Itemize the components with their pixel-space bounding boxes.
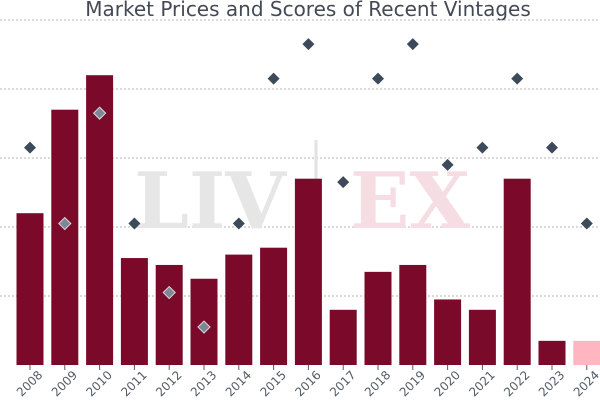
x-tick-label: 2017 (327, 368, 358, 399)
score-marker-2021 (476, 141, 489, 154)
bars (16, 75, 600, 365)
bar-2017 (329, 309, 357, 365)
x-tick-label: 2009 (49, 368, 80, 399)
score-marker-2013 (197, 320, 211, 334)
x-tick-label: 2011 (118, 368, 149, 399)
x-tick-label: 2022 (501, 368, 532, 399)
score-marker-2011 (128, 217, 141, 230)
markers (24, 38, 593, 334)
score-marker-2008 (24, 141, 36, 154)
bar-2016 (294, 178, 322, 365)
score-marker-2019 (406, 38, 419, 51)
bar-2024 (573, 340, 600, 365)
score-marker-2018 (372, 72, 384, 85)
bar-2009 (51, 109, 79, 365)
x-tick-label: 2014 (223, 368, 254, 399)
score-marker-2014 (232, 217, 245, 230)
x-tick-label: 2023 (536, 368, 567, 399)
bar-2020 (434, 299, 462, 365)
score-marker-2009 (58, 216, 72, 231)
score-marker-2012 (162, 285, 176, 300)
bar-2023 (538, 340, 566, 365)
bar-2012 (155, 264, 183, 365)
bar-2014 (225, 254, 253, 365)
watermark-right: EX (350, 156, 470, 247)
score-marker-2010 (92, 106, 107, 120)
x-tick-label: 2008 (14, 368, 45, 399)
score-marker-2023 (546, 141, 558, 154)
score-marker-2022 (511, 72, 524, 85)
x-tick-label: 2018 (362, 368, 393, 399)
x-ticks: 2008 2009 2010 2011 2012 2013 2014 2015 2016 2017… (14, 365, 600, 399)
watermark-left: LIV (134, 156, 287, 247)
x-tick-label: 2020 (431, 368, 462, 399)
bar-2008 (16, 213, 44, 365)
bar-2018 (364, 271, 392, 365)
score-marker-2015 (267, 72, 280, 85)
chart-title: Market Prices and Scores of Recent Vinta… (85, 0, 531, 21)
bar-2019 (399, 264, 427, 365)
x-tick-label: 2019 (397, 368, 428, 399)
x-tick-label: 2024 (571, 368, 600, 399)
x-tick-label: 2015 (257, 368, 288, 399)
x-tick-label: 2021 (466, 368, 497, 399)
bar-2010 (86, 75, 114, 365)
x-tick-label: 2010 (83, 368, 114, 399)
x-tick-label: 2012 (153, 368, 184, 399)
score-marker-2020 (441, 158, 454, 171)
bar-2015 (260, 247, 288, 365)
score-marker-2024 (580, 217, 593, 230)
score-marker-2017 (337, 176, 350, 189)
bar-2021 (468, 309, 496, 365)
watermark: LIV EX (134, 140, 470, 247)
x-tick-label: 2013 (188, 368, 219, 399)
x-tick-label: 2016 (292, 368, 323, 399)
bar-2011 (120, 258, 148, 365)
bar-2022 (503, 178, 531, 365)
score-marker-2016 (302, 38, 315, 51)
